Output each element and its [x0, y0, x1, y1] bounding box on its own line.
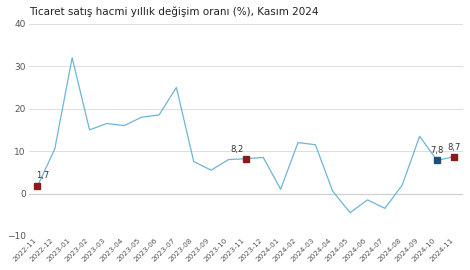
Text: 8,2: 8,2 [231, 145, 244, 154]
Text: 8,7: 8,7 [448, 143, 461, 151]
Text: 7,8: 7,8 [431, 146, 444, 155]
Text: Ticaret satış hacmi yıllık değişim oranı (%), Kasım 2024: Ticaret satış hacmi yıllık değişim oranı… [29, 7, 318, 18]
Text: 1,7: 1,7 [36, 171, 49, 180]
